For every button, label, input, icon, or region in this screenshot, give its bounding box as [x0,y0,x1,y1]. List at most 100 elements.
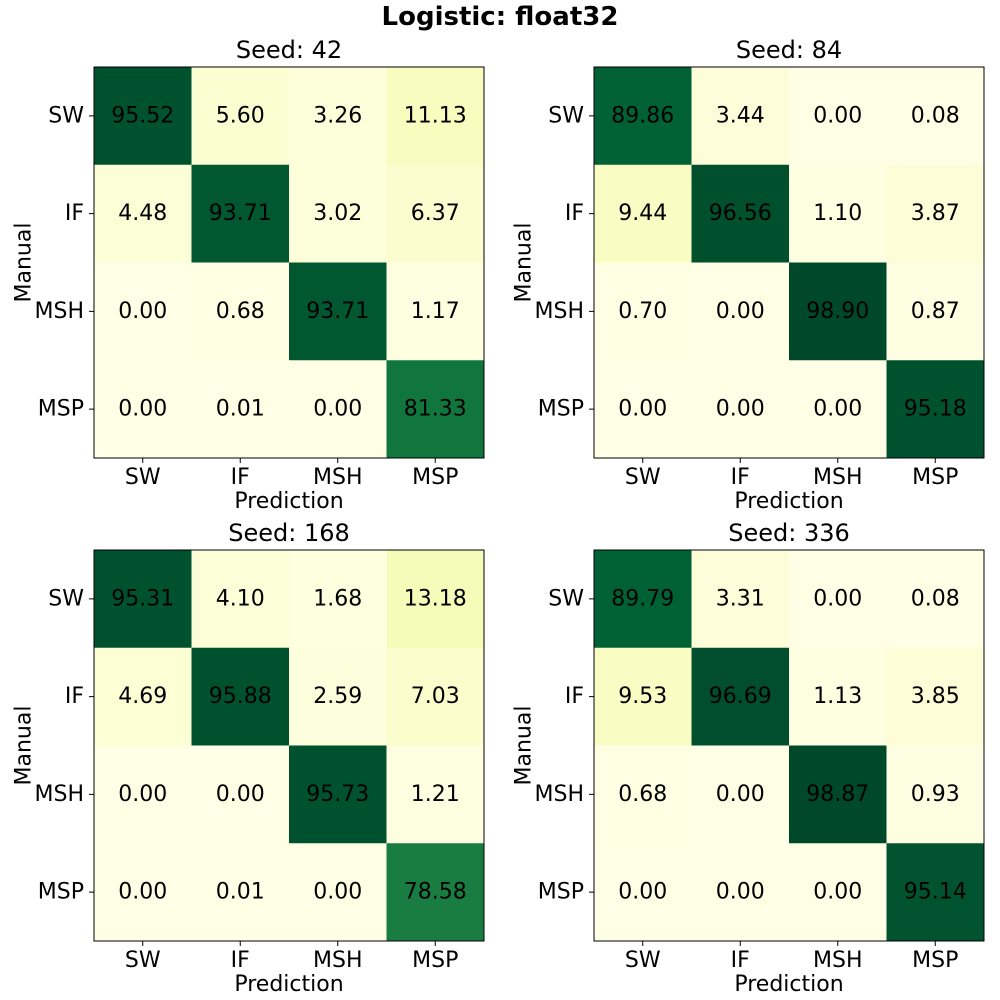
cell-value-label: 98.87 [806,782,869,807]
heatmap-cell [94,360,192,459]
cell-value-label: 0.00 [313,397,362,422]
heatmap-cell [289,550,387,649]
heatmap-cell [789,647,887,746]
cell-value-label: 2.59 [313,684,362,709]
cell-value-label: 95.88 [209,684,272,709]
plot-frame [593,549,985,942]
heatmap-cell [886,164,985,263]
heatmap-cell [886,550,985,649]
cell-value-label: 0.70 [618,299,667,324]
heatmap-cell [94,843,192,942]
cell-value-label: 96.69 [709,684,772,709]
x-tick-label: MSH [313,465,363,490]
heatmap-cell [886,843,985,942]
y-tick-label: MSP [38,397,84,422]
heatmap-cell [886,647,985,746]
cell-value-label: 0.00 [118,397,167,422]
cell-value-label: 0.00 [813,103,862,128]
heatmap-cell [691,745,790,844]
heatmap-cell [886,745,985,844]
x-tick-label: SW [625,948,661,973]
heatmap-cell [594,647,692,746]
cell-value-label: 9.53 [618,684,667,709]
cell-value-label: 0.00 [618,397,667,422]
cell-value-label: 0.08 [911,586,960,611]
heatmap-cell [289,164,387,263]
cell-value-label: 93.71 [306,299,369,324]
y-tick-label: MSP [538,397,584,422]
cell-value-label: 98.90 [806,299,869,324]
heatmap-cell [289,745,387,844]
heatmap-cell [386,745,485,844]
cell-value-label: 4.48 [118,201,167,226]
cell-value-label: 89.86 [611,103,674,128]
x-tick-label: MSH [313,948,363,973]
x-axis-label: Prediction [734,489,843,514]
cell-value-label: 4.10 [216,586,265,611]
heatmap-cell [691,843,790,942]
cell-value-label: 1.17 [411,299,460,324]
cell-value-label: 6.37 [411,201,460,226]
heatmap-cell [191,360,290,459]
cell-value-label: 0.08 [911,103,960,128]
cell-value-label: 95.14 [904,880,967,905]
heatmap-cell [594,360,692,459]
y-tick-label: MSH [535,299,585,324]
heatmap-cell [289,67,387,166]
cell-value-label: 3.26 [313,103,362,128]
x-axis-label: Prediction [234,489,343,514]
heatmap-cell [594,164,692,263]
x-tick-label: SW [125,465,161,490]
heatmap-cell [94,745,192,844]
heatmap-cell [191,843,290,942]
y-axis-label: Manual [12,706,37,786]
heatmap-cell [289,360,387,459]
cell-value-label: 89.79 [611,586,674,611]
cell-value-label: 13.18 [404,586,467,611]
cell-value-label: 3.87 [911,201,960,226]
heatmap-cell [594,550,692,649]
heatmap-panel-2: 89.86 3.44 0.00 0.08 9.44 96.56 1.10 3.87 0.70 0.… [512,36,985,514]
heatmap-cell [886,360,985,459]
subplot-title: Seed: 84 [736,36,842,64]
heatmap-cell [886,262,985,361]
cell-value-label: 0.00 [716,299,765,324]
cell-value-label: 1.21 [411,782,460,807]
cell-value-label: 5.60 [216,103,265,128]
cell-value-label: 0.00 [118,880,167,905]
y-axis-label: Manual [512,223,537,303]
cell-value-label: 3.02 [313,201,362,226]
cell-value-label: 0.00 [313,880,362,905]
y-tick-label: SW [48,586,84,611]
heatmap-cell [691,550,790,649]
x-tick-label: MSP [412,465,458,490]
heatmap-cell [386,67,485,166]
x-tick-label: SW [625,465,661,490]
cell-value-label: 95.52 [111,103,174,128]
heatmap-cell [191,745,290,844]
cell-value-label: 0.00 [216,782,265,807]
cell-value-label: 0.00 [813,586,862,611]
heatmap-cell [289,843,387,942]
cell-value-label: 81.33 [404,397,467,422]
heatmap-cell [691,647,790,746]
heatmap-cell [886,67,985,166]
cell-value-label: 95.73 [306,782,369,807]
cell-value-label: 1.13 [813,684,862,709]
heatmap-cell [594,745,692,844]
cell-value-label: 3.85 [911,684,960,709]
x-tick-label: MSP [912,948,958,973]
heatmap-cell [386,647,485,746]
heatmap-panel-3: 95.31 4.10 1.68 13.18 4.69 95.88 2.59 7.03 0.00 0… [12,519,485,997]
cell-value-label: 0.87 [911,299,960,324]
y-tick-label: IF [565,201,584,226]
cell-value-label: 0.93 [911,782,960,807]
y-axis-label: Manual [12,223,37,303]
heatmap-cell [94,647,192,746]
y-tick-label: SW [548,103,584,128]
x-axis-label: Prediction [734,972,843,997]
heatmap-cell [386,164,485,263]
y-tick-label: IF [565,684,584,709]
